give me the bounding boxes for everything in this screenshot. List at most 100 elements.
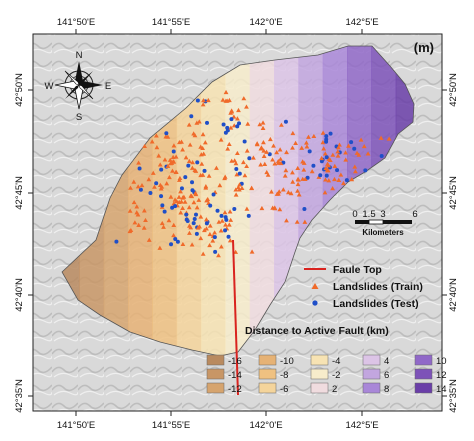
symbol-legend: Faule Top Landslides (Train) Landslides … [304, 264, 423, 310]
landslide-train-point [177, 175, 183, 181]
landslide-test-point [283, 119, 288, 124]
landslide-test-point [363, 168, 368, 173]
landslide-train-point [241, 96, 247, 101]
active-fault-line [232, 239, 239, 396]
landslide-train-point [274, 150, 280, 155]
landslide-train-point [189, 165, 195, 170]
landslide-train-point [222, 210, 228, 215]
landslide-train-point [207, 242, 213, 248]
landslide-train-point [180, 241, 186, 247]
landslide-train-point [325, 168, 331, 173]
landslide-points [114, 89, 392, 258]
landslide-train-point [180, 195, 186, 200]
landslide-test-point [324, 155, 329, 160]
landslide-train-point [302, 219, 308, 224]
landslide-test-point [193, 212, 198, 217]
landslide-train-point [171, 232, 176, 238]
landslide-train-point [164, 181, 170, 186]
landslide-test-point [234, 167, 239, 172]
study-area-outline [61, 45, 415, 357]
landslide-train-point [233, 187, 239, 192]
landslide-train-point [136, 160, 141, 165]
landslide-test-point [202, 168, 207, 173]
landslide-train-point [157, 245, 163, 250]
landslide-train-point [236, 107, 241, 113]
landslide-train-point [192, 133, 198, 138]
colorbar-swatch [258, 354, 277, 366]
legend-test-swatch [312, 300, 318, 306]
landslide-train-point [207, 223, 213, 228]
landslide-train-point [146, 237, 152, 242]
landslide-train-point [197, 224, 202, 229]
landslide-train-point [127, 208, 133, 213]
colorbar: -16 -14 -12 -10 -8 -6 -4 -2 2 4 6 8 10 12 14 [206, 354, 447, 395]
landslide-train-point [284, 218, 289, 223]
landslide-train-point [201, 151, 207, 156]
colorbar-swatch [414, 354, 433, 366]
landslide-train-point [271, 143, 276, 148]
landslide-train-point [341, 180, 346, 186]
landslide-train-point [170, 159, 176, 164]
landslide-train-point [237, 182, 242, 187]
landslide-train-point [202, 227, 207, 233]
landslide-train-point [178, 210, 184, 215]
landslide-train-point [198, 235, 204, 241]
landslide-train-point [277, 207, 283, 212]
scale-tick-2: 3 [380, 209, 385, 220]
landslide-train-point [269, 189, 274, 194]
landslide-train-point [186, 122, 192, 127]
landslide-train-point [180, 147, 185, 152]
legend-train-swatch [311, 283, 319, 289]
landslide-train-point [278, 122, 284, 127]
colorbar-swatch [206, 354, 225, 366]
landslide-train-point [332, 176, 337, 182]
landslide-train-point [225, 146, 231, 151]
landslide-train-point [264, 149, 269, 154]
landslide-train-point [278, 160, 284, 166]
landslide-train-point [353, 169, 358, 174]
landslide-test-point [324, 137, 329, 142]
landslide-train-point [239, 185, 245, 191]
landslide-train-point [335, 149, 341, 154]
landslide-train-point [170, 154, 176, 159]
landslide-train-point [242, 173, 248, 178]
landslide-train-point [354, 150, 360, 155]
landslide-train-point [201, 97, 206, 103]
landslide-train-point [335, 153, 341, 158]
landslide-train-point [178, 189, 183, 194]
landslide-train-point [159, 220, 165, 226]
legend-fault-label: Faule Top [333, 264, 382, 276]
landslide-train-point [306, 134, 311, 139]
landslide-test-point [183, 175, 188, 180]
colorbar-swatch [258, 368, 277, 380]
landslide-train-point [336, 177, 342, 182]
landslide-train-point [146, 177, 152, 182]
landslide-train-point [203, 184, 209, 189]
landslide-train-point [219, 218, 225, 223]
landslide-test-point [173, 204, 178, 209]
landslide-train-point [261, 148, 267, 153]
landslide-train-point [167, 157, 173, 162]
left-tick-3: 42°40'N [14, 278, 25, 312]
landslide-train-point [198, 144, 204, 149]
landslide-test-point [162, 209, 167, 214]
landslide-train-point [177, 139, 182, 145]
landslide-train-point [320, 130, 326, 135]
landslide-test-point [190, 180, 195, 185]
landslide-test-point [311, 163, 316, 168]
landslide-train-point [265, 172, 271, 177]
legend-train-label: Landslides (Train) [333, 281, 423, 293]
compass-e: E [105, 81, 111, 92]
landslide-train-point [173, 169, 179, 174]
landslide-train-point [244, 148, 250, 153]
landslide-test-point [225, 125, 230, 130]
landslide-train-point [378, 135, 384, 140]
landslide-train-point [212, 230, 218, 235]
landslide-test-point [307, 149, 312, 154]
landslide-train-point [218, 137, 224, 142]
landslide-test-point [194, 231, 199, 236]
landslide-train-point [290, 130, 296, 136]
landslide-train-point [150, 170, 156, 175]
landslide-train-point [261, 153, 267, 158]
panel-label: (m) [414, 40, 434, 55]
